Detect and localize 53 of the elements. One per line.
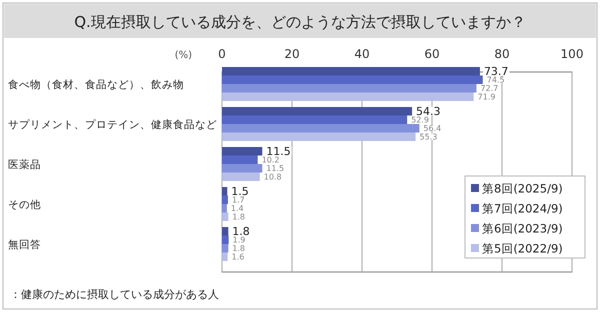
bar (222, 244, 228, 252)
bar (222, 67, 480, 76)
x-tick-label: 0 (218, 47, 226, 61)
data-label: 71.9 (478, 92, 496, 102)
text: ：健康のために摂取している成分がある人 (10, 288, 219, 301)
bar (222, 147, 262, 156)
y-tick-label: 無回答 (8, 239, 41, 251)
x-tick-label: 20 (284, 47, 300, 61)
bar (222, 236, 229, 244)
data-label: 1.8 (232, 244, 246, 254)
legend-label: 第6回(2023/9) (482, 222, 563, 236)
data-label: 1.7 (232, 196, 245, 205)
data-label: 1.6 (232, 252, 244, 262)
bar (222, 252, 228, 261)
x-tick-label: 60 (424, 47, 440, 61)
data-label: 56.4 (423, 124, 442, 134)
legend-label: 第7回(2024/9) (482, 202, 563, 216)
bar (222, 84, 476, 92)
bar (222, 172, 260, 181)
legend-label: 第8回(2025/9) (482, 182, 563, 196)
data-label: 55.3 (420, 132, 438, 142)
data-label: 74.5 (486, 76, 505, 85)
data-label: 10.2 (262, 156, 280, 165)
bar (222, 204, 227, 212)
y-tick-label: 医薬品 (8, 158, 41, 171)
bar (222, 187, 228, 196)
bar (222, 76, 483, 84)
x-tick-label: 100 (560, 47, 584, 61)
data-label: 52.9 (411, 116, 429, 125)
legend-label: 第5回(2022/9) (482, 242, 563, 256)
bar (222, 196, 228, 204)
bar (222, 212, 228, 221)
data-label: 1.4 (230, 204, 244, 214)
y-tick-label: サプリメント、プロテイン、健康食品など (8, 118, 217, 131)
bar (222, 132, 416, 141)
bar (222, 227, 228, 236)
bar (222, 124, 420, 132)
chart-title: Q.現在摂取している成分を、どのような方法で摂取していますか？ (74, 13, 526, 31)
bar (222, 107, 412, 116)
bar (222, 164, 262, 172)
y-tick-label: その他 (8, 199, 41, 211)
bar (222, 156, 258, 164)
bar (222, 116, 408, 124)
data-label: 1.9 (232, 236, 246, 245)
data-label: 72.7 (480, 84, 498, 94)
data-label: 10.8 (264, 172, 282, 182)
y-tick-label: 食べ物（食材、食品など）、飲み物 (8, 78, 184, 91)
x-tick-label: 80 (494, 47, 510, 61)
bar (222, 92, 474, 101)
data-label: 1.8 (232, 212, 246, 222)
x-axis-title: (%) (174, 50, 192, 61)
x-tick-label: 40 (354, 47, 370, 61)
data-label: 11.5 (266, 164, 284, 174)
